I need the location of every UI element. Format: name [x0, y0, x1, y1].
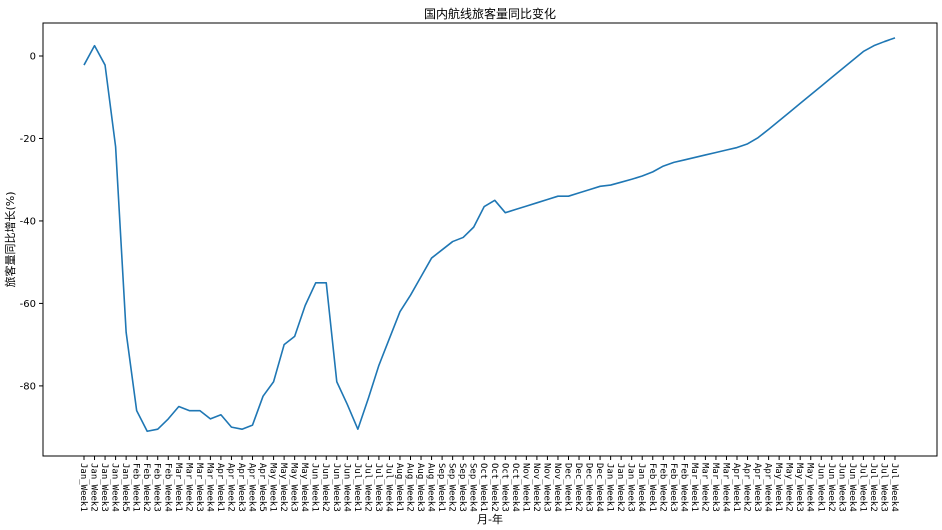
x-tick-label: May_Week2: [278, 463, 288, 512]
x-tick-label: Sep_Week2: [447, 463, 457, 512]
x-tick-label: Jun_Week1: [310, 463, 320, 512]
x-tick-label: Jan_Week1: [605, 463, 615, 512]
x-tick-label: Feb_Week4: [678, 463, 688, 512]
x-tick-label: Jun_Week3: [836, 463, 846, 512]
x-tick-label: Aug_Week2: [405, 463, 415, 512]
x-tick-label: Jan_Week5: [120, 463, 130, 512]
x-tick-label: Jul_Week4: [383, 463, 393, 512]
x-axis-label: 月-年: [477, 512, 503, 526]
x-tick-label: Jul_Week3: [373, 463, 383, 512]
x-tick-label: Apr_Week3: [236, 463, 246, 512]
x-tick-label: Feb_Week2: [657, 463, 667, 512]
x-tick-label: Mar_Week4: [204, 463, 214, 512]
x-tick-label: Mar_Week2: [699, 463, 709, 512]
x-tick-label: Aug_Week4: [426, 463, 436, 512]
x-tick-label: Apr_Week1: [731, 463, 741, 512]
y-axis-ticks: 0 -20 -40 -60 -80: [20, 51, 43, 392]
y-tick-label: -60: [20, 299, 36, 310]
x-tick-label: Jun_Week1: [815, 463, 825, 512]
x-tick-label: Mar_Week3: [194, 463, 204, 512]
series-line: [83, 37, 896, 433]
x-tick-label: Apr_Week4: [763, 463, 773, 512]
y-tick-label: -80: [20, 381, 36, 392]
x-tick-label: Apr_Week2: [742, 463, 752, 512]
x-tick-label: Jun_Week3: [331, 463, 341, 512]
x-tick-label: Mar_Week1: [689, 463, 699, 512]
x-tick-label: Apr_Week2: [225, 463, 235, 512]
x-tick-label: May_Week4: [805, 463, 815, 512]
x-tick-label: Jul_Week3: [878, 463, 888, 512]
x-tick-label: May_Week3: [794, 463, 804, 512]
x-tick-label: Mar_Week2: [183, 463, 193, 512]
x-tick-label: Sep_Week4: [468, 463, 478, 512]
x-tick-label: Jun_Week4: [847, 463, 857, 512]
x-tick-label: Jan_Week3: [626, 463, 636, 512]
x-tick-label: Dec_Week4: [594, 463, 604, 512]
x-tick-label: Jun_Week2: [320, 463, 330, 512]
x-tick-label: Mar_Week3: [710, 463, 720, 512]
x-tick-label: Feb_Week2: [141, 463, 151, 512]
y-tick-label: 0: [30, 51, 36, 62]
x-tick-label: Nov_Week1: [520, 463, 530, 512]
x-tick-label: Apr_Week4: [247, 463, 257, 512]
x-tick-label: Jul_Week1: [352, 463, 362, 512]
x-tick-label: Jul_Week2: [868, 463, 878, 512]
x-tick-label: Apr_Week3: [752, 463, 762, 512]
plot-area-frame: [42, 22, 938, 457]
x-tick-label: Jan_Week4: [110, 463, 120, 512]
x-tick-label: Apr_Week5: [257, 463, 267, 512]
x-tick-label: May_Week3: [289, 463, 299, 512]
x-tick-label: Dec_Week3: [584, 463, 594, 512]
x-tick-label: Feb_Week1: [131, 463, 141, 512]
x-tick-label: Jan_Week3: [99, 463, 109, 512]
x-tick-label: Sep_Week3: [457, 463, 467, 512]
x-tick-label: Sep_Week1: [436, 463, 446, 512]
x-tick-label: Oct_Week4: [510, 463, 520, 512]
x-tick-label: Aug_Week1: [394, 463, 404, 512]
x-tick-label: May_Week4: [299, 463, 309, 512]
y-tick-label: -40: [20, 216, 36, 227]
x-tick-label: Oct_Week3: [499, 463, 509, 512]
x-tick-label: Feb_Week4: [162, 463, 172, 512]
x-tick-label: Nov_Week3: [541, 463, 551, 512]
x-tick-label: Jun_Week4: [341, 463, 351, 512]
x-tick-label: Feb_Week1: [647, 463, 657, 512]
x-tick-label: Feb_Week3: [668, 463, 678, 512]
y-tick-label: -20: [20, 134, 36, 145]
x-axis-ticks: Jan_Week1 Jan_Week2 Jan_Week3 Jan_Week4 Jan_…: [78, 456, 899, 512]
x-tick-label: May_Week1: [773, 463, 783, 512]
x-tick-label: Jul_Week4: [889, 463, 899, 512]
x-tick-label: Feb_Week3: [152, 463, 162, 512]
x-tick-label: Dec_Week2: [573, 463, 583, 512]
x-tick-label: Aug_Week3: [415, 463, 425, 512]
x-tick-label: Dec_Week1: [562, 463, 572, 512]
x-tick-label: May_Week1: [268, 463, 278, 512]
x-tick-label: Jul_Week2: [362, 463, 372, 512]
x-tick-label: Oct_Week1: [478, 463, 488, 512]
x-tick-label: Apr_Week1: [215, 463, 225, 512]
x-tick-label: Mar_Week4: [720, 463, 730, 512]
x-tick-label: Mar_Week1: [173, 463, 183, 512]
x-tick-label: Jun_Week2: [826, 463, 836, 512]
x-tick-label: Jan_Week4: [636, 463, 646, 512]
x-tick-label: Jan_Week1: [78, 463, 88, 512]
y-axis-label: 旅客量同比增长(%): [3, 191, 17, 287]
x-tick-label: May_Week2: [784, 463, 794, 512]
x-tick-label: Nov_Week2: [531, 463, 541, 512]
x-tick-label: Jan_Week2: [615, 463, 625, 512]
x-tick-label: Nov_Week4: [552, 463, 562, 512]
chart-title: 国内航线旅客量同比变化: [424, 6, 556, 21]
x-tick-label: Oct_Week2: [489, 463, 499, 512]
x-tick-label: Jul_Week1: [857, 463, 867, 512]
x-tick-label: Jan_Week2: [89, 463, 99, 512]
series-layer: [83, 37, 896, 433]
